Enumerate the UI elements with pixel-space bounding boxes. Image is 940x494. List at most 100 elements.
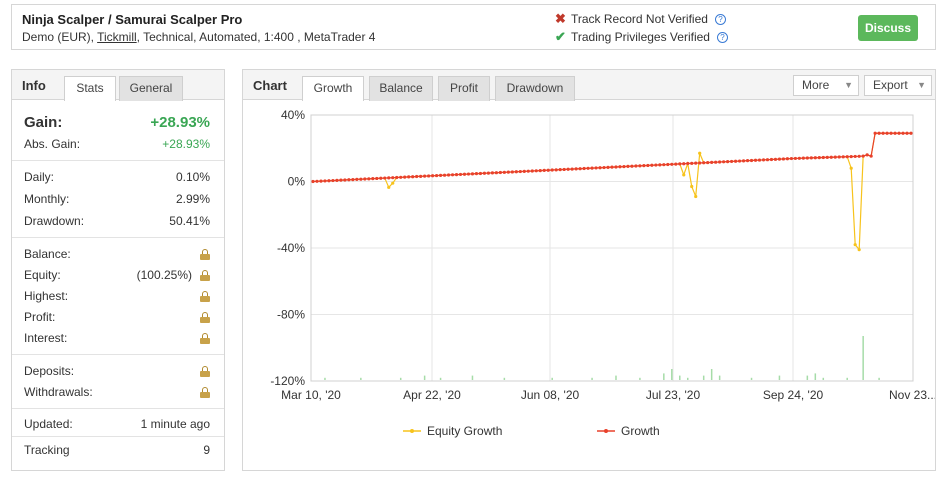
growth-point[interactable] bbox=[869, 154, 873, 158]
growth-point[interactable] bbox=[857, 154, 861, 158]
growth-point[interactable] bbox=[686, 161, 690, 166]
growth-point[interactable] bbox=[574, 167, 578, 171]
growth-point[interactable] bbox=[722, 160, 726, 164]
growth-point[interactable] bbox=[670, 162, 674, 166]
growth-point[interactable] bbox=[411, 175, 415, 179]
export-dropdown[interactable]: Export ▼ bbox=[864, 75, 932, 96]
growth-point[interactable] bbox=[331, 178, 335, 183]
growth-point[interactable] bbox=[821, 155, 825, 160]
growth-point[interactable] bbox=[530, 169, 534, 173]
growth-point[interactable] bbox=[458, 172, 463, 177]
growth-point[interactable] bbox=[434, 173, 439, 178]
tab-growth[interactable]: Growth bbox=[302, 76, 364, 101]
growth-point[interactable] bbox=[319, 179, 323, 183]
equity-point[interactable] bbox=[694, 194, 698, 199]
growth-point[interactable] bbox=[598, 166, 602, 170]
growth-point[interactable] bbox=[737, 159, 742, 163]
broker-link[interactable]: Tickmill bbox=[97, 30, 137, 44]
growth-point[interactable] bbox=[335, 178, 339, 182]
growth-point[interactable] bbox=[813, 156, 817, 160]
equity-point[interactable] bbox=[857, 248, 861, 252]
growth-point[interactable] bbox=[355, 177, 359, 181]
growth-point[interactable] bbox=[594, 166, 598, 170]
legend-equity[interactable]: Equity Growth bbox=[403, 424, 502, 438]
growth-point[interactable] bbox=[478, 171, 483, 176]
growth-point[interactable] bbox=[498, 170, 502, 175]
growth-point[interactable] bbox=[861, 154, 865, 158]
growth-point[interactable] bbox=[674, 162, 678, 166]
growth-point[interactable] bbox=[315, 179, 319, 183]
growth-point[interactable] bbox=[741, 159, 746, 163]
growth-point[interactable] bbox=[562, 167, 566, 172]
growth-point[interactable] bbox=[897, 131, 901, 135]
more-dropdown[interactable]: More ▼ bbox=[793, 75, 859, 96]
growth-point[interactable] bbox=[470, 172, 475, 176]
growth-point[interactable] bbox=[901, 131, 905, 135]
growth-point[interactable] bbox=[885, 131, 889, 135]
growth-point[interactable] bbox=[482, 171, 487, 175]
growth-point[interactable] bbox=[622, 164, 626, 169]
discuss-button[interactable]: Discuss bbox=[858, 15, 918, 41]
growth-point[interactable] bbox=[905, 131, 909, 135]
growth-point[interactable] bbox=[582, 166, 586, 171]
tab-drawdown[interactable]: Drawdown bbox=[495, 76, 575, 101]
equity-point[interactable] bbox=[853, 243, 857, 247]
growth-point[interactable] bbox=[586, 166, 590, 170]
growth-point[interactable] bbox=[765, 158, 770, 162]
growth-point[interactable] bbox=[538, 169, 542, 173]
growth-point[interactable] bbox=[590, 166, 594, 170]
growth-point[interactable] bbox=[494, 171, 498, 175]
growth-point[interactable] bbox=[578, 167, 582, 171]
growth-point[interactable] bbox=[415, 174, 419, 179]
growth-point[interactable] bbox=[805, 156, 809, 160]
growth-point[interactable] bbox=[841, 155, 845, 159]
growth-point[interactable] bbox=[833, 155, 837, 159]
growth-point[interactable] bbox=[490, 171, 494, 175]
growth-point[interactable] bbox=[809, 156, 813, 160]
growth-point[interactable] bbox=[769, 157, 774, 162]
growth-point[interactable] bbox=[749, 158, 754, 163]
tab-general[interactable]: General bbox=[119, 76, 183, 101]
growth-point[interactable] bbox=[865, 153, 869, 157]
growth-point[interactable] bbox=[383, 176, 387, 180]
growth-point[interactable] bbox=[431, 174, 435, 178]
growth-point[interactable] bbox=[706, 160, 710, 165]
growth-point[interactable] bbox=[690, 161, 694, 165]
growth-point[interactable] bbox=[626, 164, 630, 168]
growth-point[interactable] bbox=[877, 131, 881, 135]
growth-point[interactable] bbox=[311, 179, 315, 184]
growth-point[interactable] bbox=[371, 177, 375, 181]
growth-point[interactable] bbox=[610, 165, 614, 169]
growth-point[interactable] bbox=[395, 175, 399, 180]
growth-point[interactable] bbox=[462, 172, 467, 176]
growth-point[interactable] bbox=[450, 173, 455, 177]
growth-point[interactable] bbox=[789, 156, 794, 161]
growth-point[interactable] bbox=[698, 161, 702, 165]
equity-point[interactable] bbox=[682, 173, 686, 177]
growth-point[interactable] bbox=[745, 159, 750, 163]
growth-point[interactable] bbox=[339, 178, 343, 182]
growth-point[interactable] bbox=[454, 173, 459, 177]
growth-point[interactable] bbox=[773, 157, 778, 161]
growth-point[interactable] bbox=[733, 159, 738, 163]
growth-point[interactable] bbox=[662, 163, 666, 167]
growth-point[interactable] bbox=[829, 155, 833, 159]
growth-point[interactable] bbox=[526, 169, 530, 173]
growth-point[interactable] bbox=[666, 162, 670, 167]
growth-point[interactable] bbox=[502, 170, 506, 174]
growth-point[interactable] bbox=[363, 177, 367, 181]
equity-point[interactable] bbox=[387, 185, 391, 189]
growth-point[interactable] bbox=[642, 164, 646, 168]
tab-stats[interactable]: Stats bbox=[64, 76, 116, 101]
growth-point[interactable] bbox=[570, 167, 574, 171]
growth-point[interactable] bbox=[327, 179, 331, 183]
growth-point[interactable] bbox=[347, 178, 351, 182]
growth-point[interactable] bbox=[546, 168, 550, 172]
growth-point[interactable] bbox=[909, 131, 913, 135]
growth-point[interactable] bbox=[726, 160, 730, 164]
growth-point[interactable] bbox=[678, 162, 682, 166]
growth-point[interactable] bbox=[558, 168, 562, 172]
growth-point[interactable] bbox=[446, 173, 451, 177]
growth-point[interactable] bbox=[351, 177, 355, 182]
growth-point[interactable] bbox=[566, 167, 570, 171]
